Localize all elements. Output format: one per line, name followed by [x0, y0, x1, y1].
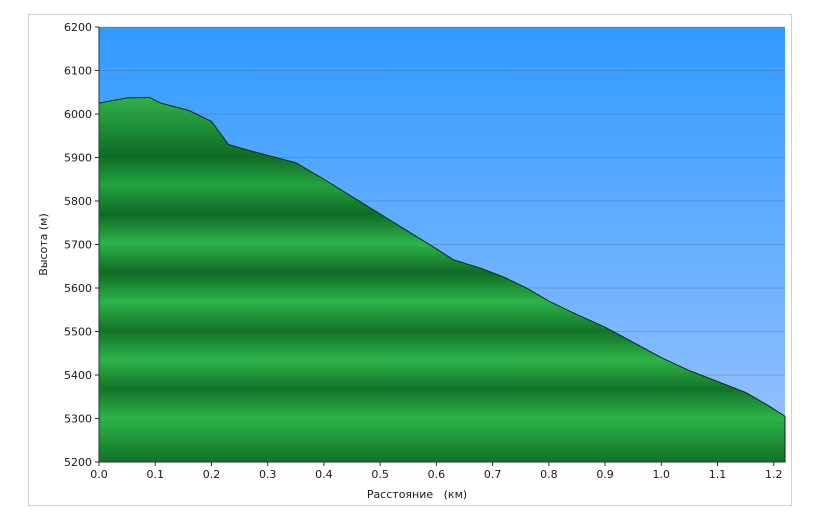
- axes: [95, 26, 785, 466]
- elevation-chart: 0.0 0.1 0.2 0.3 0.4 0.5 0.6 0.7 0.8 0.9 1.0 1.1 1.2 …: [37, 21, 786, 501]
- x-tick-labels: 0.0 0.1 0.2 0.3 0.4 0.5 0.6 0.7 0.8 0.9 1.0 1.1 1.2: [90, 468, 782, 481]
- x-tick-label: 0.4: [315, 468, 333, 481]
- x-tick-label: 0.2: [203, 468, 221, 481]
- y-tick-label: 5500: [64, 326, 92, 339]
- x-tick-label: 0.5: [371, 468, 389, 481]
- y-tick-labels: 5200 5300 5400 5500 5600 5700 5800 5900 6000 6100…: [64, 21, 92, 469]
- x-tick-label: 0.3: [259, 468, 277, 481]
- y-tick-label: 5600: [64, 282, 92, 295]
- elevation-area: [98, 96, 786, 463]
- y-tick-label: 5200: [64, 456, 92, 469]
- y-tick-label: 5400: [64, 369, 92, 382]
- x-tick-label: 0.0: [90, 468, 108, 481]
- y-tick-label: 5300: [64, 413, 92, 426]
- y-tick-label: 5900: [64, 152, 92, 165]
- x-tick-label: 0.7: [484, 468, 502, 481]
- y-tick-label: 5800: [64, 195, 92, 208]
- x-axis-label: Расстояние (км): [367, 488, 467, 501]
- y-tick-label: 6100: [64, 65, 92, 78]
- x-tick-label: 0.8: [540, 468, 558, 481]
- x-tick-label: 1.0: [653, 468, 671, 481]
- y-axis-label: Высота (м): [37, 213, 50, 276]
- x-tick-label: 0.1: [146, 468, 164, 481]
- y-tick-label: 5700: [64, 239, 92, 252]
- x-tick-label: 1.1: [709, 468, 727, 481]
- x-tick-label: 0.6: [428, 468, 446, 481]
- x-tick-label: 0.9: [596, 468, 614, 481]
- chart-frame: 0.0 0.1 0.2 0.3 0.4 0.5 0.6 0.7 0.8 0.9 1.0 1.1 1.2 …: [28, 14, 792, 506]
- x-tick-label: 1.2: [765, 468, 783, 481]
- y-tick-label: 6200: [64, 21, 92, 34]
- y-tick-label: 6000: [64, 108, 92, 121]
